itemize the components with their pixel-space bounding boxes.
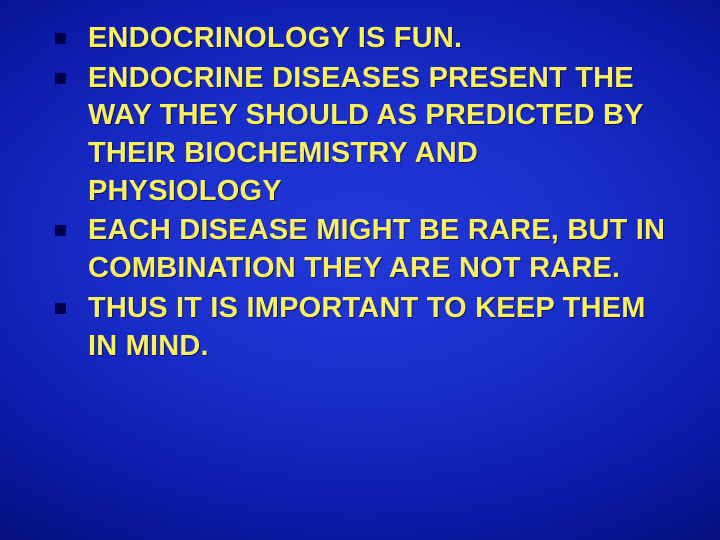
bullet-text: ENDOCRINE DISEASES PRESENT THE WAY THEY … xyxy=(88,62,643,207)
bullet-text: ENDOCRINOLOGY IS FUN. xyxy=(88,22,462,54)
list-item: ENDOCRINE DISEASES PRESENT THE WAY THEY … xyxy=(40,60,680,211)
bullet-text: THUS IT IS IMPORTANT TO KEEP THEM IN MIN… xyxy=(88,292,646,362)
slide: ENDOCRINOLOGY IS FUN. ENDOCRINE DISEASES… xyxy=(0,0,720,540)
list-item: EACH DISEASE MIGHT BE RARE, BUT IN COMBI… xyxy=(40,212,680,287)
list-item: ENDOCRINOLOGY IS FUN. xyxy=(40,20,680,58)
bullet-text: EACH DISEASE MIGHT BE RARE, BUT IN COMBI… xyxy=(88,214,665,284)
bullet-list: ENDOCRINOLOGY IS FUN. ENDOCRINE DISEASES… xyxy=(40,20,680,365)
list-item: THUS IT IS IMPORTANT TO KEEP THEM IN MIN… xyxy=(40,290,680,365)
